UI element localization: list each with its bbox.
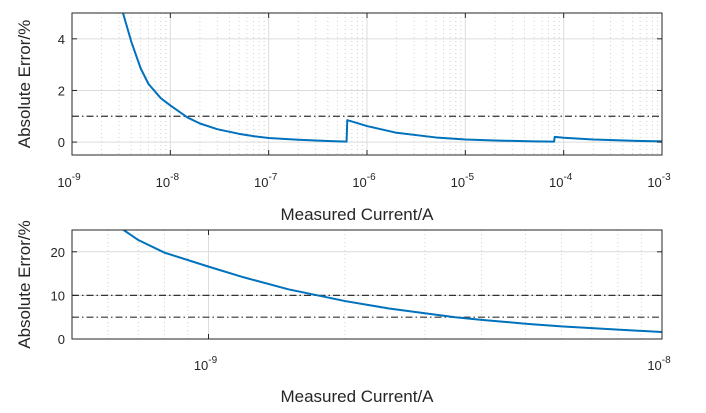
- minor-grid: [101, 13, 659, 155]
- chart-2: 10-9 10-8 0 10 20 Measured Current/A Absolute …: [15, 220, 671, 406]
- y-axis-label: Absolute Error/%: [15, 220, 34, 349]
- plot-frame: [71, 229, 663, 340]
- x-axis-label: Measured Current/A: [280, 205, 434, 224]
- x-tick-label: 10-7: [254, 172, 278, 190]
- x-tick-label: 10-4: [549, 172, 573, 190]
- y-tick-label: 20: [51, 245, 65, 260]
- chart-1: 10-9 10-8 10-7 10-6 10-5 10-4 10-3 0 2 4 Measured …: [15, 12, 671, 224]
- series-line: [123, 230, 662, 334]
- x-tick-label: 10-9: [194, 355, 218, 373]
- y-tick-label: 0: [58, 135, 65, 150]
- x-tick-label: 10-8: [156, 172, 180, 190]
- y-axis-label: Absolute Error/%: [15, 20, 34, 149]
- x-tick-label: 10-3: [647, 172, 671, 190]
- y-tick-label: 2: [58, 83, 65, 98]
- x-tick-label: 10-9: [57, 172, 81, 190]
- series-line: [122, 13, 662, 143]
- y-tick-label: 4: [58, 32, 65, 47]
- x-axis-label: Measured Current/A: [280, 387, 434, 406]
- x-tick-label: 10-8: [647, 355, 671, 373]
- minor-grid: [107, 230, 642, 339]
- major-grid: [72, 230, 663, 340]
- x-tick-label: 10-6: [352, 172, 376, 190]
- major-grid: [71, 13, 663, 155]
- x-tick-label: 10-5: [451, 172, 475, 190]
- y-tick-label: 10: [51, 288, 65, 303]
- y-tick-label: 0: [58, 332, 65, 347]
